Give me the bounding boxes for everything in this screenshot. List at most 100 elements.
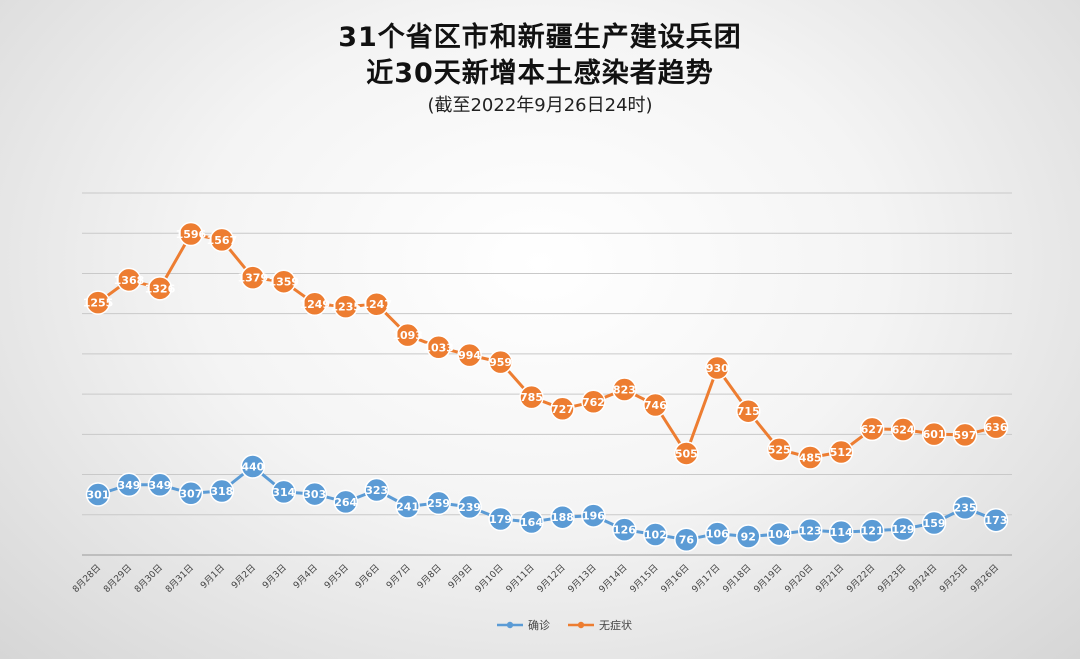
data-point-marker [488,349,513,375]
data-point: 505 [674,441,699,466]
x-tick-label: 9月18日 [721,562,754,595]
data-point-marker [952,422,978,448]
x-tick-label: 9月24日 [907,562,940,595]
series-points: 301 349 349 307 318 440 314 303 264 323 241 259 239 1… [83,221,1009,552]
data-label: 123 [799,524,822,537]
x-tick-label: 9月10日 [473,562,506,595]
data-point-marker [766,521,792,547]
x-tick-label: 9月22日 [845,562,878,595]
data-label: 307 [179,487,202,500]
data-point-marker [890,417,916,442]
x-tick-label: 8月28日 [70,562,103,595]
data-label: 1359 [268,276,299,289]
data-label: 303 [303,488,326,501]
data-point: 1093 [392,322,423,348]
data-label: 114 [830,526,853,539]
data-point: 959 [488,349,513,375]
data-point-marker [859,416,885,442]
data-point: 440 [240,454,266,479]
data-point: 314 [271,479,297,505]
data-label: 440 [241,461,264,474]
data-label: 1596 [176,228,207,241]
data-label: 1247 [361,298,392,311]
data-point-marker [797,445,823,470]
legend-marker [506,621,514,629]
data-label: 715 [737,405,760,418]
data-point: 727 [550,396,575,422]
data-point: 715 [736,398,761,424]
data-point-marker [302,291,328,317]
data-point-marker [178,481,204,506]
x-tick-label: 9月20日 [783,562,816,595]
data-label: 323 [365,484,388,497]
data-point-marker [674,527,699,552]
data-label: 126 [613,524,636,537]
data-point-marker [828,519,854,545]
data-point-marker [952,495,978,520]
data-point: 159 [921,510,947,536]
data-point-marker [209,478,235,504]
data-point: 307 [178,481,204,506]
x-tick-label: 9月13日 [566,562,599,595]
data-point-marker [333,489,358,515]
x-tick-label: 9月23日 [876,562,909,595]
data-label: 1255 [83,297,114,310]
chart-title-line-2: 近30天新增本土感染者趋势 [366,58,714,89]
x-tick-label: 9月3日 [260,562,289,591]
data-label: 173 [985,514,1008,527]
data-point: 636 [983,414,1009,440]
data-label: 349 [148,479,171,492]
data-point-marker [921,510,947,536]
data-label: 485 [799,451,822,464]
data-label: 601 [923,428,946,441]
data-label: 1235 [330,301,361,314]
x-tick-label: 8月30日 [132,562,165,595]
x-tick-label: 9月14日 [597,562,630,595]
data-point: 114 [828,519,854,545]
data-point-marker [736,398,761,424]
gridlines [82,192,1012,556]
data-point: 930 [705,355,730,381]
data-point: 323 [364,477,389,503]
data-label: 525 [768,443,791,456]
data-point-marker [828,439,854,465]
data-point: 1247 [361,291,392,317]
data-point-marker [395,322,420,348]
data-point: 102 [643,522,668,547]
data-point-marker [457,494,482,520]
data-point-marker [921,421,947,447]
data-point-marker [519,509,544,535]
data-point: 624 [890,417,916,442]
data-label: 823 [613,383,636,396]
data-point-marker [643,522,668,547]
chart-title-line-1: 31个省区市和新疆生产建设兵团 [338,22,742,53]
data-point-marker [426,335,451,360]
legend-label: 无症状 [599,618,632,632]
data-label: 102 [644,528,667,541]
data-point: 1567 [207,227,237,253]
data-label: 785 [520,391,543,404]
data-point: 512 [828,439,854,465]
data-point-marker [766,437,792,462]
x-tick-label: 9月19日 [752,562,785,595]
x-tick-label: 9月1日 [198,562,227,591]
data-label: 259 [427,497,450,510]
data-label: 235 [954,502,977,515]
data-label: 188 [551,511,574,524]
data-label: 164 [520,516,543,529]
data-point-marker [581,503,606,528]
data-point: 597 [952,422,978,448]
data-point: 823 [612,377,637,402]
data-point: 762 [581,389,606,415]
data-point: 106 [705,521,730,546]
data-point: 104 [766,521,792,547]
data-point: 1326 [145,276,176,301]
data-point: 349 [147,472,173,498]
x-tick-label: 9月17日 [690,562,723,595]
data-point: 173 [983,507,1009,533]
data-point-marker [612,377,637,402]
data-point-marker [581,389,606,415]
legend-item: 无症状 [568,618,632,632]
x-axis-ticks: 8月28日 8月29日 8月30日 8月31日 9月1日 9月2日 9月3日 9月4日 9月5日… [70,562,1001,595]
data-label: 624 [892,424,915,437]
